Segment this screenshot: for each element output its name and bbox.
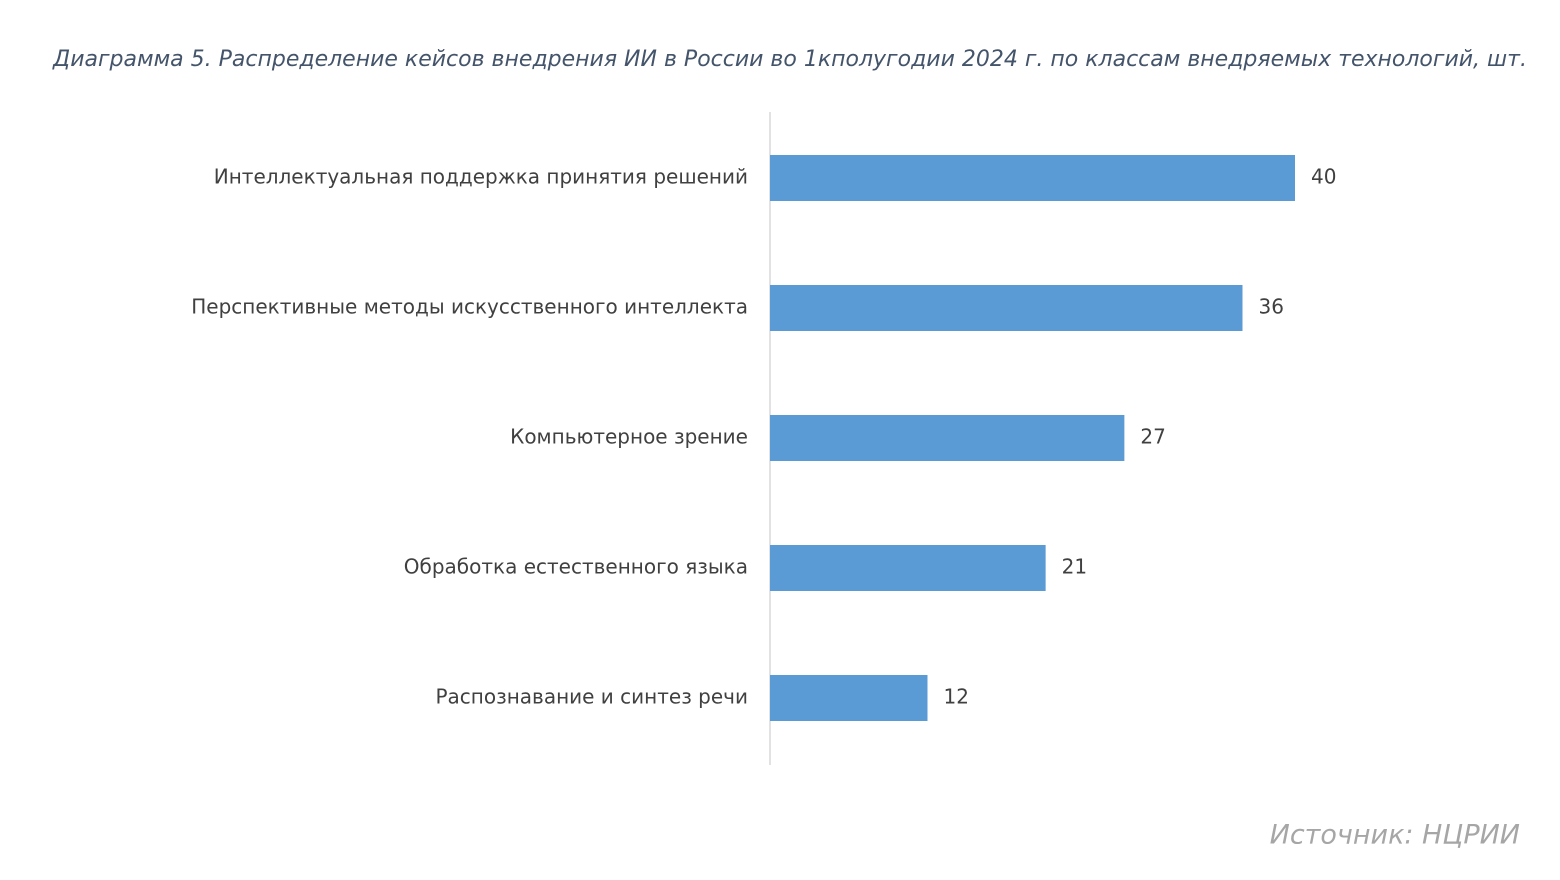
value-label: 21: [1062, 555, 1087, 579]
chart-title: Диаграмма 5. Распределение кейсов внедре…: [52, 47, 1527, 72]
category-label: Обработка естественного языка: [404, 555, 748, 579]
bar: [770, 285, 1243, 331]
source-note: Источник: НЦРИИ: [1270, 820, 1520, 851]
value-label: 36: [1259, 295, 1284, 319]
category-label: Перспективные методы искусственного инте…: [191, 295, 748, 319]
bar: [770, 155, 1295, 201]
value-label: 40: [1311, 165, 1336, 189]
category-label: Распознавание и синтез речи: [435, 685, 748, 709]
category-label: Интеллектуальная поддержка принятия реше…: [214, 165, 748, 189]
bar: [770, 415, 1125, 461]
value-label: 27: [1140, 425, 1165, 449]
category-label: Компьютерное зрение: [510, 425, 748, 449]
bar: [770, 545, 1046, 591]
bar: [770, 675, 928, 721]
value-label: 12: [944, 685, 969, 709]
